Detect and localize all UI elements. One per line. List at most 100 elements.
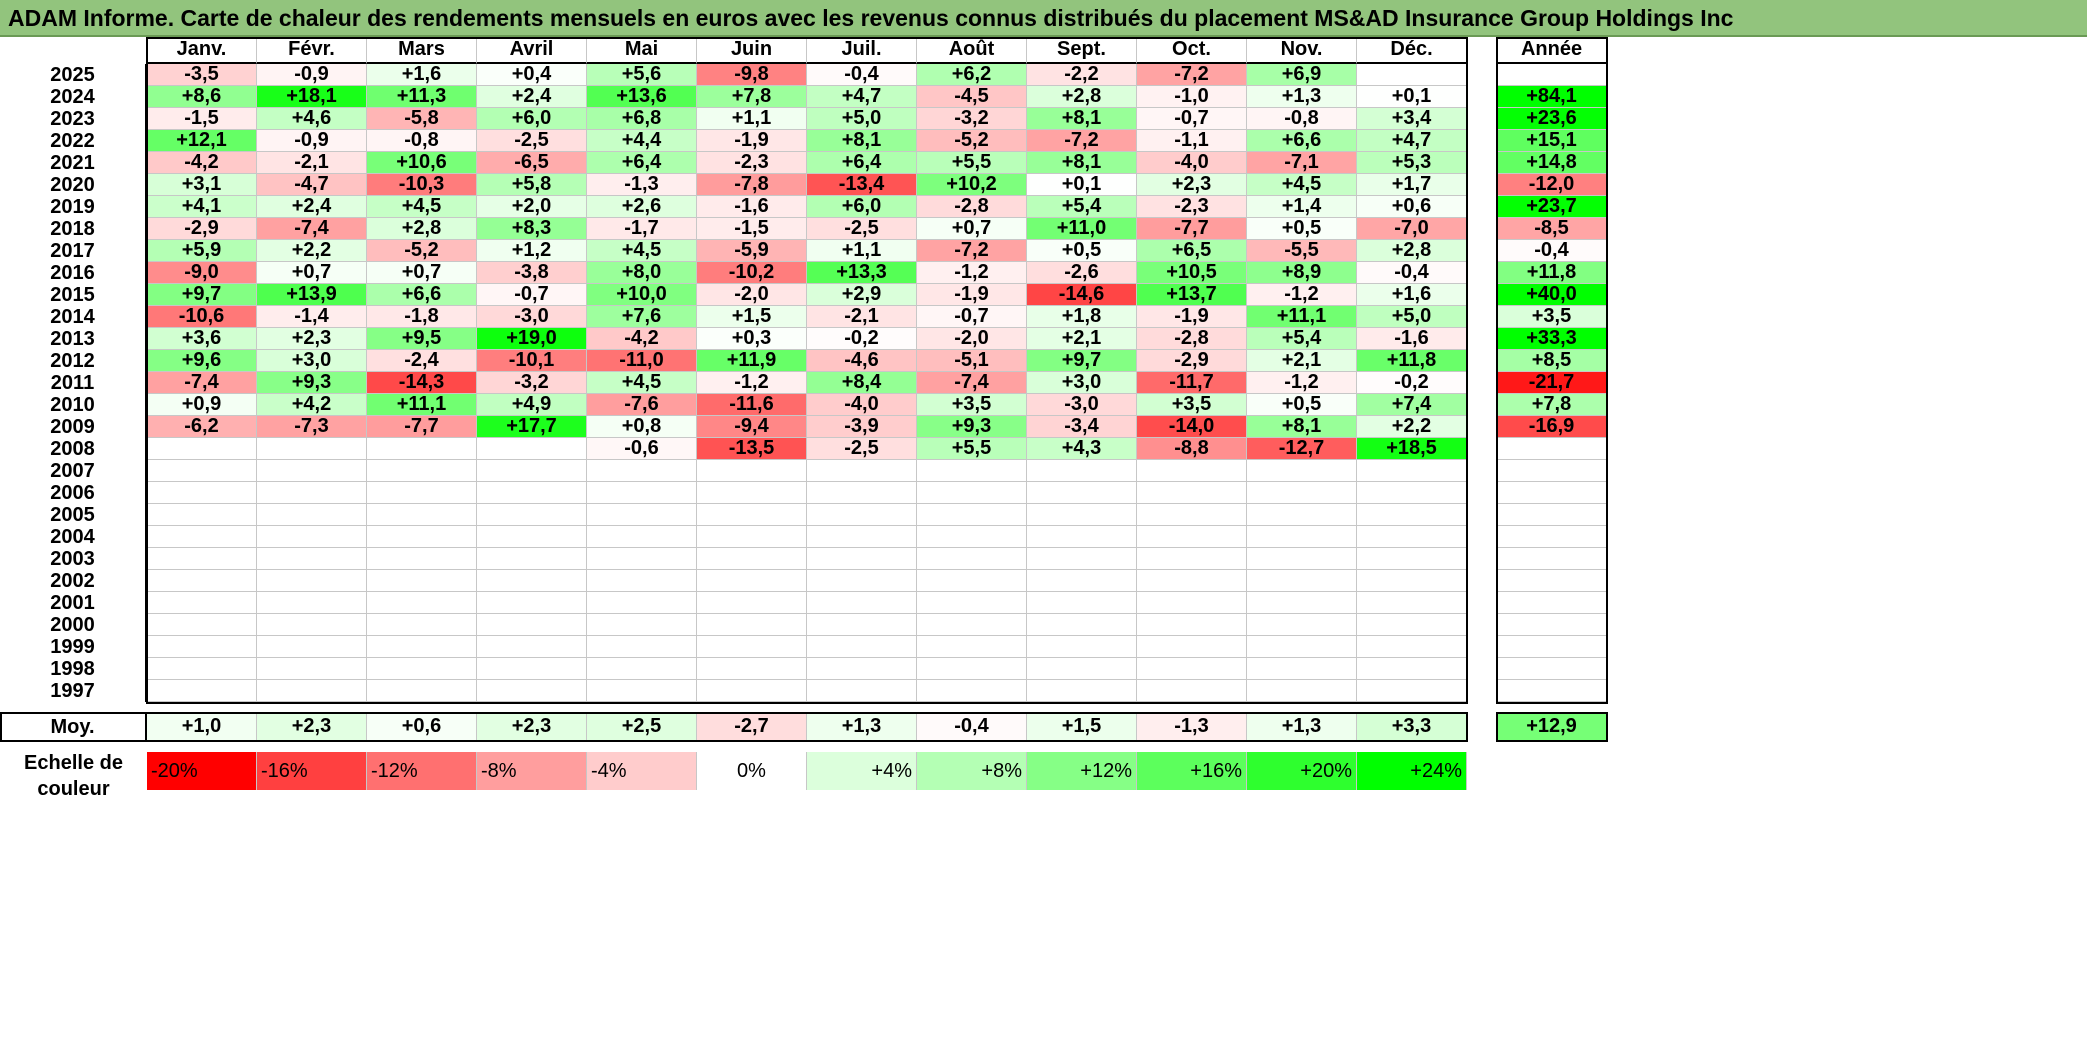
heatmap-cell: +1,1 xyxy=(807,239,917,262)
heatmap-cell: -1,5 xyxy=(147,107,257,130)
heatmap-cell: -0,7 xyxy=(1137,107,1247,130)
average-cell: +1,5 xyxy=(1027,713,1137,741)
heatmap-cell xyxy=(367,680,477,702)
heatmap-cell xyxy=(807,526,917,548)
year-label: 2018 xyxy=(0,218,147,240)
heatmap-cell xyxy=(257,548,367,570)
scale-label: Echelle de couleur xyxy=(24,752,123,800)
annual-cell: +7,8 xyxy=(1497,393,1607,416)
year-label: 2023 xyxy=(0,108,147,130)
heatmap-cell xyxy=(917,680,1027,702)
heatmap-cell: -5,1 xyxy=(917,349,1027,372)
heatmap-cell xyxy=(147,526,257,548)
heatmap-cell xyxy=(697,680,807,702)
year-label: 2003 xyxy=(0,548,147,570)
heatmap-cell: -2,8 xyxy=(1137,327,1247,350)
heatmap-cell xyxy=(587,592,697,614)
heatmap-cell: -2,3 xyxy=(697,151,807,174)
heatmap-cell: +10,5 xyxy=(1137,261,1247,284)
heatmap-cell: +6,9 xyxy=(1247,63,1357,86)
heatmap-cell: +0,5 xyxy=(1247,393,1357,416)
average-cell: +2,5 xyxy=(587,713,697,741)
heatmap-cell: -1,2 xyxy=(1247,283,1357,306)
heatmap-cell xyxy=(477,548,587,570)
average-cell: +1,0 xyxy=(147,713,257,741)
heatmap-cell: +3,6 xyxy=(147,327,257,350)
heatmap-cell xyxy=(807,460,917,482)
heatmap-cell: -1,0 xyxy=(1137,85,1247,108)
heatmap-cell: -2,4 xyxy=(367,349,477,372)
average-cell: +2,3 xyxy=(257,713,367,741)
month-header: Déc. xyxy=(1357,37,1467,64)
heatmap-cell: -1,3 xyxy=(587,173,697,196)
heatmap-cell xyxy=(1027,504,1137,526)
heatmap-cell xyxy=(257,526,367,548)
heatmap-cell xyxy=(477,438,587,460)
month-header: Sept. xyxy=(1027,37,1137,64)
heatmap-cell xyxy=(1247,504,1357,526)
heatmap-cell: -7,7 xyxy=(1137,217,1247,240)
heatmap-cell xyxy=(697,614,807,636)
month-header: Mai xyxy=(587,37,697,64)
heatmap-cell: +2,9 xyxy=(807,283,917,306)
annual-cell: -12,0 xyxy=(1497,173,1607,196)
heatmap-cell: -3,4 xyxy=(1027,415,1137,438)
year-label: 2022 xyxy=(0,130,147,152)
heatmap-cell xyxy=(477,636,587,658)
heatmap-cell: -7,4 xyxy=(147,371,257,394)
heatmap-cell: +3,0 xyxy=(1027,371,1137,394)
heatmap-cell: +3,4 xyxy=(1357,107,1467,130)
heatmap-cell: +8,9 xyxy=(1247,261,1357,284)
heatmap-cell: +2,8 xyxy=(367,217,477,240)
heatmap-cell: -2,0 xyxy=(697,283,807,306)
scale-step: -4% xyxy=(587,752,697,790)
heatmap-cell: +11,8 xyxy=(1357,349,1467,372)
heatmap-cell: -3,0 xyxy=(1027,393,1137,416)
year-label: 2017 xyxy=(0,240,147,262)
heatmap-cell: +10,2 xyxy=(917,173,1027,196)
annual-cell xyxy=(1497,504,1607,526)
heatmap-cell xyxy=(587,482,697,504)
heatmap-cell xyxy=(367,614,477,636)
heatmap-cell: +0,7 xyxy=(257,261,367,284)
heatmap-cell: -7,1 xyxy=(1247,151,1357,174)
heatmap-cell: +9,3 xyxy=(917,415,1027,438)
heatmap-cell: -2,9 xyxy=(1137,349,1247,372)
heatmap-cell: -13,4 xyxy=(807,173,917,196)
heatmap-cell: +8,6 xyxy=(147,85,257,108)
heatmap-cell: -0,7 xyxy=(477,283,587,306)
heatmap-cell: -10,1 xyxy=(477,349,587,372)
heatmap-cell: +6,0 xyxy=(807,195,917,218)
heatmap-cell: +13,6 xyxy=(587,85,697,108)
year-label: 2016 xyxy=(0,262,147,284)
average-cell: +3,3 xyxy=(1357,713,1467,741)
heatmap-cell: +6,4 xyxy=(807,151,917,174)
year-label: 2007 xyxy=(0,460,147,482)
heatmap-cell xyxy=(1027,460,1137,482)
heatmap-cell xyxy=(1357,482,1467,504)
average-annual-cell: +12,9 xyxy=(1497,713,1607,741)
heatmap-cell: +2,3 xyxy=(1137,173,1247,196)
heatmap-cell xyxy=(1027,680,1137,702)
heatmap-cell xyxy=(807,570,917,592)
heatmap-cell: +2,8 xyxy=(1357,239,1467,262)
year-label: 1997 xyxy=(0,680,147,702)
month-header: Févr. xyxy=(257,37,367,64)
heatmap-cell xyxy=(147,570,257,592)
heatmap-cell: -2,6 xyxy=(1027,261,1137,284)
annual-cell: +11,8 xyxy=(1497,261,1607,284)
heatmap-cell: -5,9 xyxy=(697,239,807,262)
heatmap-cell: -0,4 xyxy=(1357,261,1467,284)
heatmap-cell xyxy=(257,636,367,658)
heatmap-cell xyxy=(587,636,697,658)
heatmap-cell xyxy=(1027,482,1137,504)
heatmap-cell xyxy=(697,592,807,614)
heatmap-cell: +8,1 xyxy=(1247,415,1357,438)
year-label: 1998 xyxy=(0,658,147,680)
heatmap-cell: -4,5 xyxy=(917,85,1027,108)
heatmap-cell: +9,7 xyxy=(1027,349,1137,372)
heatmap-cell xyxy=(917,570,1027,592)
heatmap-cell: -12,7 xyxy=(1247,437,1357,460)
annual-cell xyxy=(1497,64,1607,86)
heatmap-cell xyxy=(367,548,477,570)
